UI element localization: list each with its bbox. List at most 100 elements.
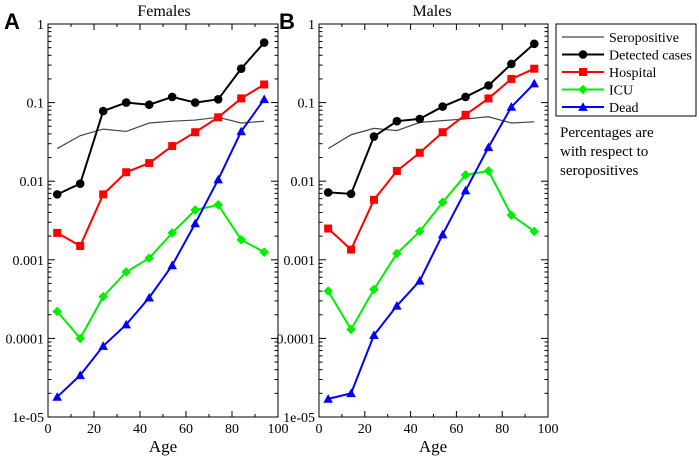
panel-a-series-dead <box>52 94 269 401</box>
panel-b-x-tick-label: 60 <box>449 422 463 437</box>
panel-a-x-tick-label: 80 <box>225 422 239 437</box>
panel-a-letter: A <box>4 9 20 34</box>
panel-a-dead-point <box>259 94 269 104</box>
panel-a-detected-cases-point <box>121 98 131 107</box>
panel-a-series-icu <box>52 200 269 344</box>
panel-a-icu-point <box>236 234 246 245</box>
panel-b-icu-point <box>323 286 333 296</box>
panel-a-y-tick-label: 0.01 <box>20 175 45 190</box>
panel-a-icu-point <box>167 228 177 238</box>
note-line-2: with respect to <box>560 144 648 160</box>
legend-marker-detected-cases <box>578 50 588 59</box>
panel-b-detected-cases-point <box>323 188 333 197</box>
panel-a-hospital-point <box>76 241 85 250</box>
panel-b-x-tick-label: 20 <box>358 422 372 437</box>
panel-b-series-detected-cases <box>323 39 539 199</box>
panel-b-dead-point <box>460 185 471 195</box>
panel-b-detected-cases-point <box>461 92 470 102</box>
panel-b-dead-point <box>369 330 379 339</box>
panel-b-hospital-point <box>507 74 516 83</box>
panel-b-chart: B Males 0 20 40 60 80 100 1e-05 0.0001 0.001 0.01… <box>277 3 559 456</box>
panel-b-detected-cases-point <box>529 39 539 49</box>
panel-a-hospital-point <box>168 142 177 151</box>
panel-a-y-tick-label: 0.0001 <box>6 332 45 347</box>
panel-a-detected-cases-line <box>56 41 265 196</box>
panel-a-dead-point <box>167 260 177 270</box>
legend-item-hospital: Hospital <box>562 66 657 81</box>
panel-a-x-axis-label: Age <box>149 437 177 456</box>
panel-a-series-seropositive <box>56 116 265 150</box>
legend-label-detected-cases: Detected cases <box>609 49 692 64</box>
panel-b-series-seropositive <box>327 116 535 150</box>
legend-label-hospital: Hospital <box>609 66 657 81</box>
panel-b-series <box>323 39 540 403</box>
panel-a-detected-cases-point <box>98 106 108 116</box>
panel-b-detected-cases-point <box>346 189 356 199</box>
panel-a-icu-point <box>213 200 223 210</box>
legend-marker-dead <box>578 102 588 111</box>
panel-b-detected-cases-point <box>507 59 516 69</box>
panel-b-dead-point <box>506 102 517 111</box>
panel-b-icu-point <box>506 210 517 220</box>
panel-b-icu-point <box>437 197 448 208</box>
panel-b-hospital-point <box>415 148 424 157</box>
panel-a-hospital-point <box>145 159 154 168</box>
panel-a-x-tick-label: 20 <box>87 422 101 437</box>
panel-a-icu-point <box>52 306 62 317</box>
panel-b-hospital-point <box>461 110 470 119</box>
panel-a-detected-cases-point <box>213 95 223 104</box>
panel-a-dead-point <box>98 341 108 350</box>
panel-b-hospital-point <box>484 94 493 103</box>
panel-b-y-tick-label: 0.0001 <box>277 332 316 347</box>
panel-b-dead-point <box>392 300 402 310</box>
panel-b-detected-cases-point <box>392 116 402 126</box>
note-line-3: seropositives <box>560 163 638 179</box>
panel-b-hospital-point <box>438 128 447 137</box>
panel-a-hospital-point <box>53 228 62 237</box>
panel-a-icu-point <box>98 291 108 302</box>
panel-a-x-tick-label: 40 <box>133 422 147 437</box>
panel-a-detected-cases-point <box>190 98 200 107</box>
panel-b-hospital-point <box>392 166 401 175</box>
legend-items: Seropositive Detected cases Hospital ICU Dea… <box>562 31 692 116</box>
panel-b-letter: B <box>279 9 295 34</box>
panel-b-hospital-point <box>369 195 378 204</box>
panel-a-icu-point <box>190 205 200 215</box>
panel-a-dead-point <box>144 292 154 302</box>
panel-b-detected-cases-point <box>484 81 493 90</box>
panel-a-icu-point <box>75 333 85 344</box>
panel-b-axes: 0 20 40 60 80 100 1e-05 0.0001 0.001 0.01 0.1 1 <box>277 18 559 437</box>
panel-a-series <box>52 38 269 401</box>
panel-a-dead-point <box>190 218 200 228</box>
note-line-1: Percentages are <box>560 125 654 141</box>
panel-b-title: Males <box>412 3 451 20</box>
legend-item-dead: Dead <box>562 101 639 116</box>
panel-a-icu-point <box>259 247 269 257</box>
panel-a-y-tick-label: 1e-05 <box>12 411 44 426</box>
panel-b-x-tick-label: 40 <box>404 422 418 437</box>
panel-b-y-tick-label: 0.1 <box>298 97 316 112</box>
panel-b-detected-cases-point <box>415 114 425 124</box>
legend: Seropositive Detected cases Hospital ICU Dea… <box>555 23 697 117</box>
panel-b-hospital-line <box>327 67 535 252</box>
legend-marker-icu <box>578 84 588 95</box>
panel-b-hospital-point <box>530 64 539 73</box>
panel-a-plot-frame <box>47 23 279 418</box>
panel-a-hospital-point <box>191 128 200 137</box>
panel-a-hospital-point <box>214 113 223 122</box>
panel-a-hospital-point <box>122 168 131 177</box>
panel-b-plot-frame <box>318 23 549 418</box>
panel-a-icu-line <box>56 203 265 341</box>
panel-b-dead-line <box>327 82 535 400</box>
panel-a-dead-point <box>52 392 62 401</box>
panel-a-seropositive-line <box>56 116 265 150</box>
panel-b-icu-point <box>483 166 494 176</box>
panel-b-seropositive-line <box>327 116 535 150</box>
panel-b-y-tick-label: 1e-05 <box>283 411 315 426</box>
panel-b-x-tick-label: 100 <box>538 422 559 437</box>
panel-b-x-tick-label: 0 <box>316 422 323 437</box>
panel-b-icu-point <box>392 248 402 259</box>
panel-a-detected-cases-point <box>259 38 269 47</box>
percentage-note: Percentages are with respect to seroposi… <box>560 125 654 179</box>
